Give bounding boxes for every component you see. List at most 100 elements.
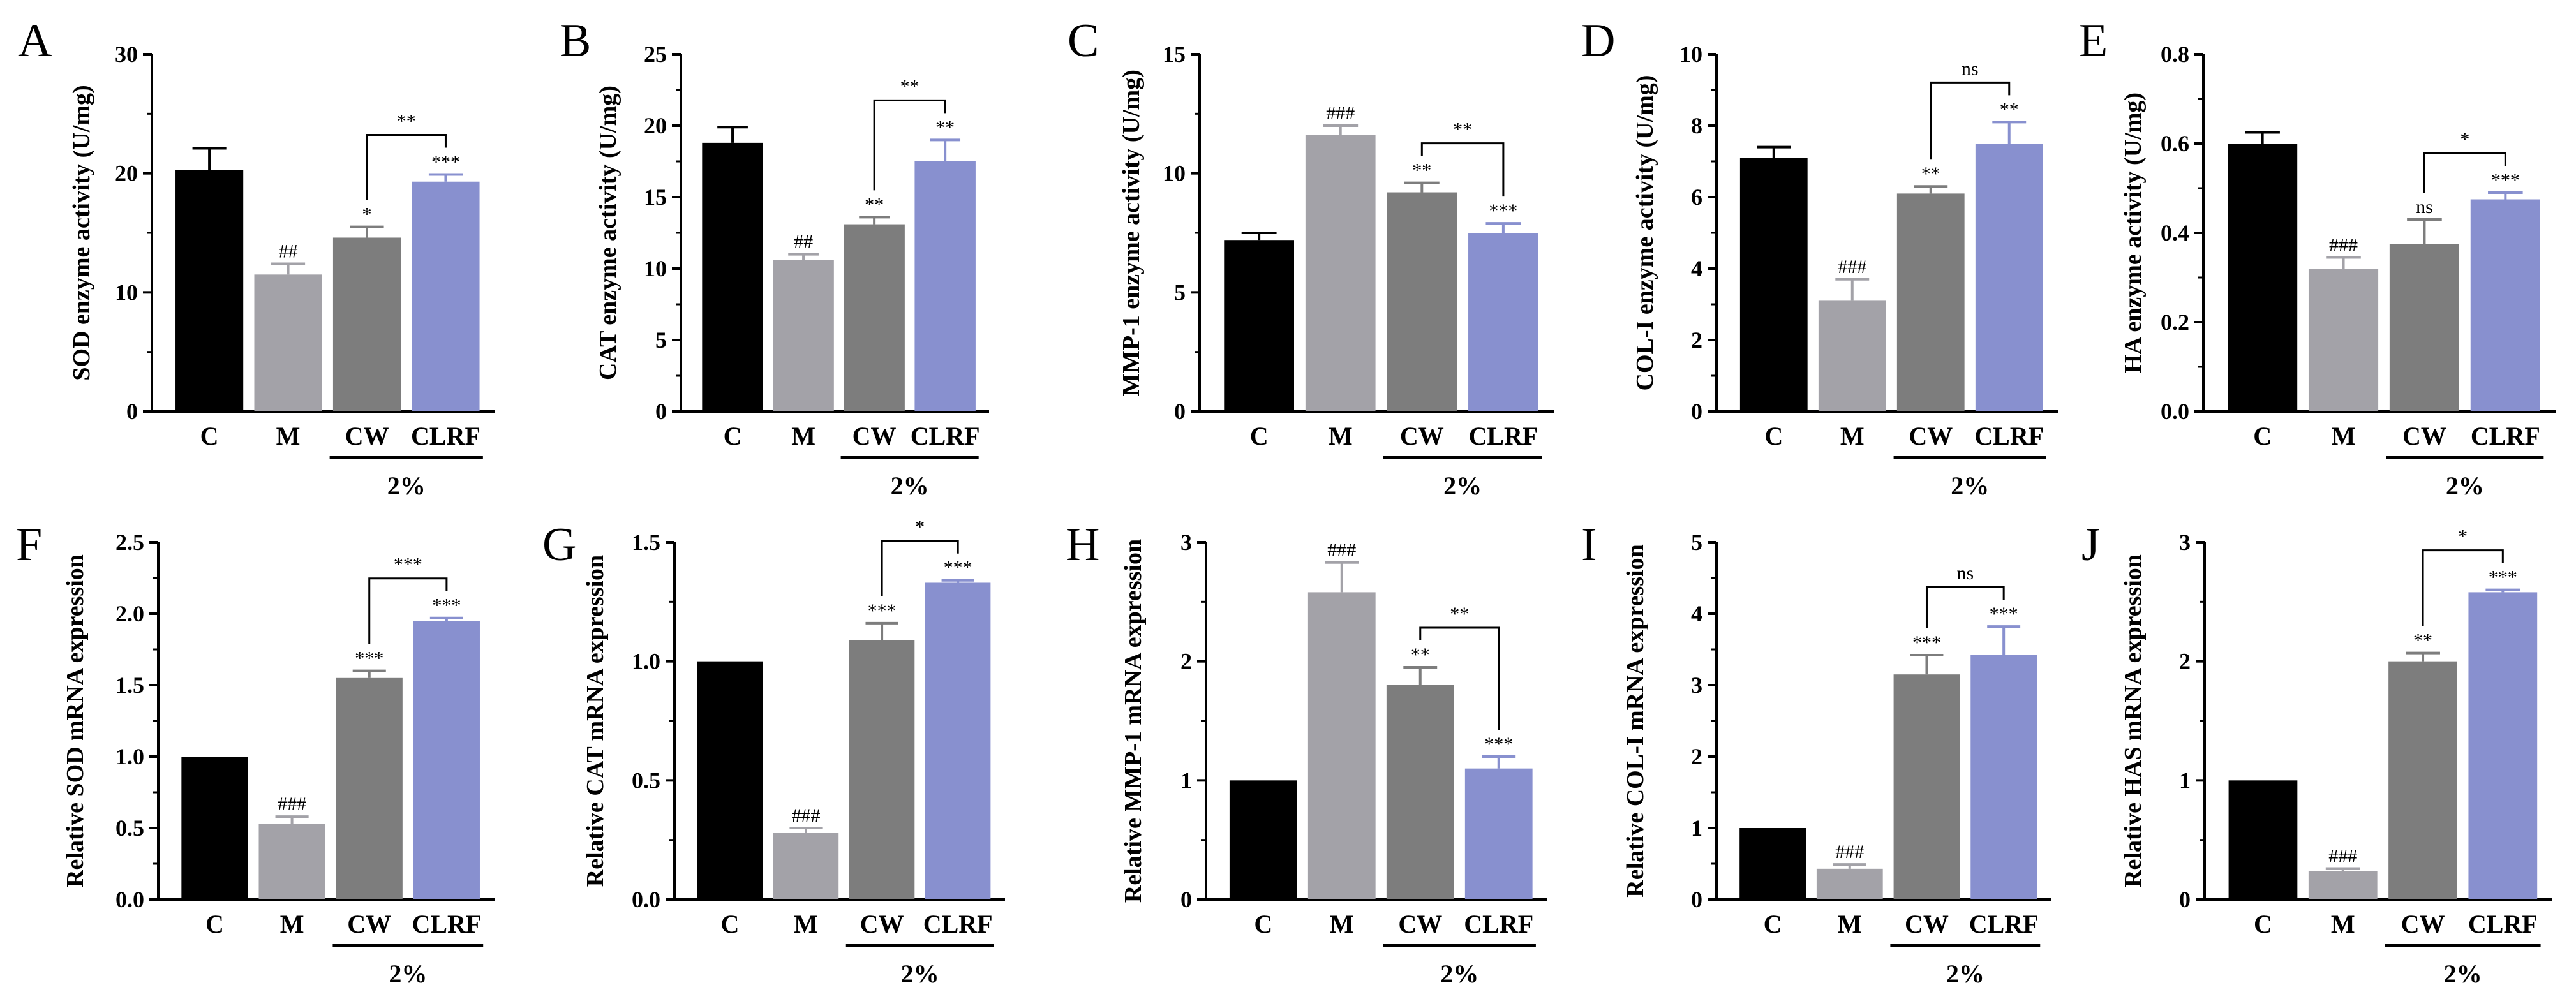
bar-h-c [1229,780,1297,899]
sig-mark-h: ### [1327,540,1356,561]
bar-j-m [2308,871,2378,899]
y-tick-label-b: 0 [655,399,667,424]
y-tick-label-c: 10 [1163,161,1186,186]
bar-h-m [1307,592,1376,899]
bar-i-c [1739,828,1806,899]
y-tick-label-g: 1.0 [632,649,660,674]
chart-panel-i: I 0 1 2 3 4 5 Relative COL-I mRNA expression C ##… [1581,519,2051,988]
bracket-label-i: ns [1956,563,1974,584]
y-tick-label-b: 10 [644,256,667,281]
bracket-label-j: * [2458,526,2468,547]
y-tick-label-a: 30 [115,41,138,67]
x-tick-label-i: CLRF [1969,910,2039,938]
y-axis-label-i: Relative COL-I mRNA expression [1622,544,1649,897]
y-axis-label-j: Relative HAS mRNA expression [2120,554,2147,887]
y-tick-label-h: 1 [1180,767,1192,793]
x-tick-label-d: CLRF [1974,422,2044,450]
bar-b-m [773,260,834,411]
group-label-e: 2% [2446,471,2484,500]
sig-mark-d: ** [1921,163,1940,184]
y-tick-label-g: 1.5 [632,529,660,555]
x-tick-label-e: CLRF [2471,422,2540,450]
bar-i-m [1816,868,1883,899]
y-tick-label-a: 0 [126,399,138,424]
x-tick-label-f: CLRF [412,910,481,938]
x-tick-label-c: CW [1400,422,1444,450]
panel-label-g: G [542,519,576,571]
group-label-f: 2% [389,959,427,988]
bar-d-c [1739,158,1808,411]
sig-mark-f: *** [432,595,461,616]
y-tick-label-i: 2 [1691,744,1702,769]
sig-mark-i: *** [1912,632,1941,653]
x-tick-label-d: M [1840,422,1865,450]
x-tick-label-f: C [205,910,224,938]
y-tick-label-i: 5 [1691,529,1702,555]
x-tick-label-a: CLRF [411,422,480,450]
bar-b-cw [844,224,905,411]
x-tick-label-e: C [2253,422,2272,450]
sig-mark-c: ** [1412,160,1431,181]
bar-e-c [2228,144,2298,411]
y-axis-label-a: SOD enzyme activity (U/mg) [68,85,95,380]
panel-label-a: A [18,15,52,67]
y-axis-label-g: Relative CAT mRNA expression [582,555,609,887]
comparison-bracket-i [1925,586,2005,628]
y-tick-label-f: 0.0 [115,887,144,912]
chart-panel-d: D 0 2 4 6 8 10 COL-I enzyme activity (U/mg) C ###… [1581,15,2058,500]
x-tick-label-j: M [2331,910,2355,938]
y-tick-label-e: 0.0 [2161,399,2189,424]
bar-j-c [2228,780,2298,899]
sig-mark-g: *** [944,558,972,579]
y-tick-label-d: 8 [1691,113,1702,138]
x-tick-label-d: C [1764,422,1783,450]
panel-label-i: I [1581,519,1597,571]
bracket-label-f: *** [394,554,422,575]
y-tick-label-c: 15 [1163,41,1186,67]
panel-label-b: B [560,15,591,67]
x-tick-label-h: M [1330,910,1354,938]
y-tick-label-d: 10 [1679,41,1702,67]
chart-panel-h: H 0 1 2 3 Relative MMP-1 mRNA expression C ### M… [1066,519,1547,988]
y-tick-label-e: 0.6 [2161,131,2189,156]
bar-j-clrf [2468,592,2538,899]
x-tick-label-g: CLRF [923,910,993,938]
bracket-label-h: ** [1450,603,1469,625]
chart-panel-f: F 0.0 0.5 1.0 1.5 2.0 2.5 Relative SOD mRNA exp… [16,519,495,988]
chart-panel-c: C 0 5 10 15 MMP-1 enzyme activity (U/mg) C ### M… [1068,15,1554,500]
sig-mark-c: ### [1326,103,1355,124]
x-tick-label-j: CLRF [2468,910,2538,938]
group-label-b: 2% [891,471,929,500]
x-tick-label-f: CW [347,910,391,938]
sig-mark-b: ** [935,117,955,138]
sig-mark-i: *** [1990,603,2018,625]
x-tick-label-h: CW [1398,910,1442,938]
bracket-label-e: * [2460,129,2469,150]
group-label-j: 2% [2444,959,2482,988]
bar-f-cw [336,677,403,899]
panel-label-e: E [2079,15,2108,67]
sig-mark-j: *** [2489,567,2517,588]
bracket-label-c: ** [1453,119,1472,140]
sig-mark-e: *** [2491,170,2520,191]
x-tick-label-c: C [1250,422,1269,450]
x-tick-label-j: CW [2401,910,2445,938]
y-tick-label-e: 0.4 [2161,220,2189,246]
y-tick-label-b: 5 [655,327,667,353]
chart-panel-b: B 0 5 10 15 20 25 CAT enzyme activity (U/mg) C ##… [560,15,989,500]
bracket-label-d: ns [1962,58,1979,79]
y-tick-label-d: 6 [1691,184,1702,210]
x-tick-label-i: M [1838,910,1862,938]
x-tick-label-b: M [791,422,815,450]
x-tick-label-j: C [2254,910,2272,938]
sig-mark-d: ### [1838,256,1866,278]
sig-mark-a: ## [279,241,298,262]
y-tick-label-b: 15 [644,184,667,210]
y-tick-label-f: 0.5 [115,815,144,841]
panel-label-j: J [2081,519,2100,571]
bar-h-cw [1386,685,1454,899]
sig-mark-h: ** [1411,644,1430,665]
x-tick-label-b: CW [852,422,897,450]
panel-label-c: C [1068,15,1099,67]
